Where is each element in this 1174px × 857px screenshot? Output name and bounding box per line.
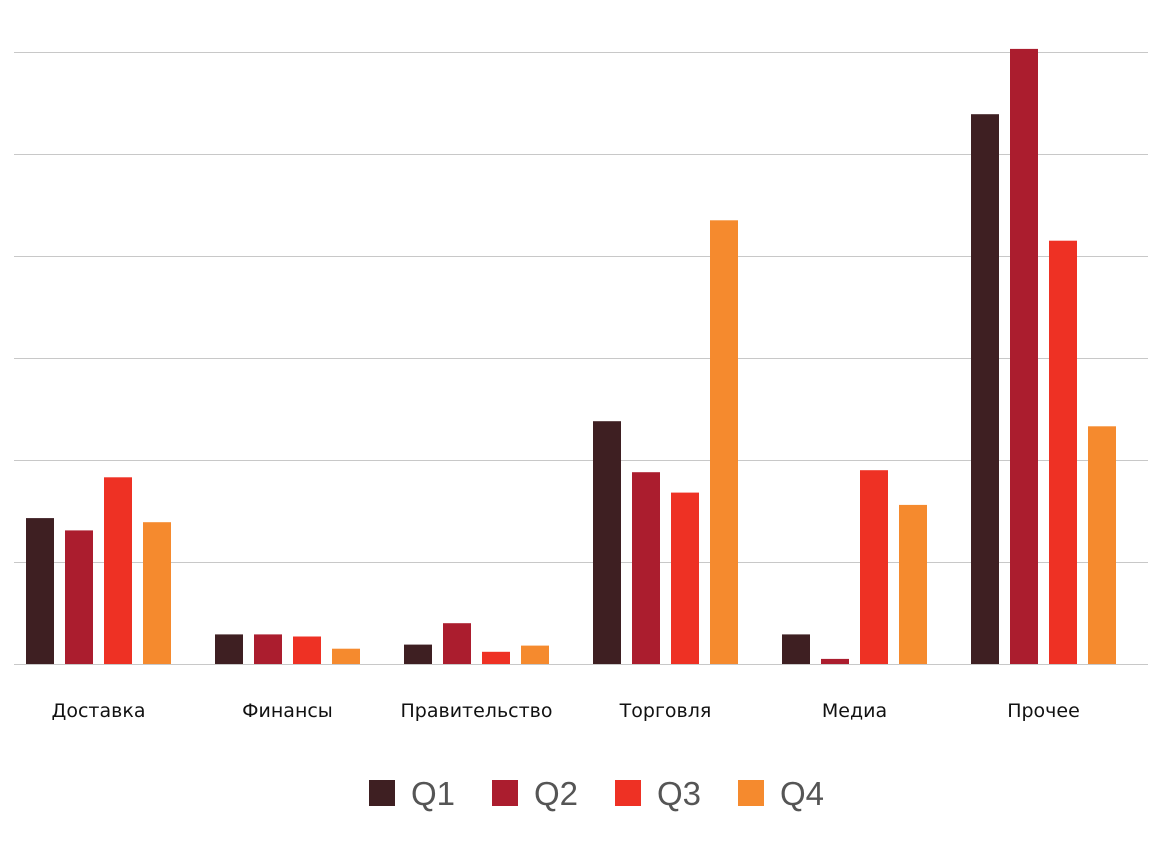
bar-q4 <box>143 522 171 664</box>
bar-q3 <box>104 477 132 664</box>
category-label: Правительство <box>401 700 553 722</box>
bar-q1 <box>593 421 621 664</box>
bar-q2 <box>1010 48 1038 664</box>
legend-label-q3: Q3 <box>657 775 701 812</box>
bars <box>26 48 1116 665</box>
gridlines <box>14 52 1148 665</box>
legend-label-q2: Q2 <box>534 775 578 812</box>
bar-q1 <box>26 518 54 664</box>
legend: Q1 Q2 Q3 Q4 <box>369 775 824 812</box>
category-label: Медиа <box>822 700 887 722</box>
bar-q1 <box>404 644 432 664</box>
bar-q2 <box>254 634 282 664</box>
bar-q1 <box>971 114 999 664</box>
bar-q1 <box>782 634 810 664</box>
bar-q3 <box>671 492 699 664</box>
bar-q2 <box>443 623 471 664</box>
category-label: Доставка <box>52 700 146 722</box>
legend-label-q1: Q1 <box>411 775 455 812</box>
bar-q2 <box>632 472 660 664</box>
legend-label-q4: Q4 <box>780 775 824 812</box>
bar-q4 <box>899 504 927 664</box>
bar-q3 <box>860 470 888 664</box>
legend-swatch-q2 <box>492 780 518 806</box>
bar-q4 <box>521 645 549 664</box>
bar-q2 <box>821 658 849 664</box>
bar-q3 <box>293 636 321 664</box>
bar-q3 <box>1049 240 1077 664</box>
legend-swatch-q1 <box>369 780 395 806</box>
bar-q4 <box>710 220 738 665</box>
bar-q4 <box>1088 426 1116 664</box>
bar-q1 <box>215 634 243 664</box>
category-label: Финансы <box>242 700 333 722</box>
legend-swatch-q4 <box>738 780 764 806</box>
category-label: Торговля <box>619 700 712 722</box>
bar-q4 <box>332 648 360 664</box>
category-label: Прочее <box>1007 700 1080 722</box>
category-labels: Доставка Финансы Правительство Торговля Меди… <box>52 700 1080 722</box>
legend-swatch-q3 <box>615 780 641 806</box>
bar-q3 <box>482 651 510 664</box>
bar-q2 <box>65 530 93 664</box>
